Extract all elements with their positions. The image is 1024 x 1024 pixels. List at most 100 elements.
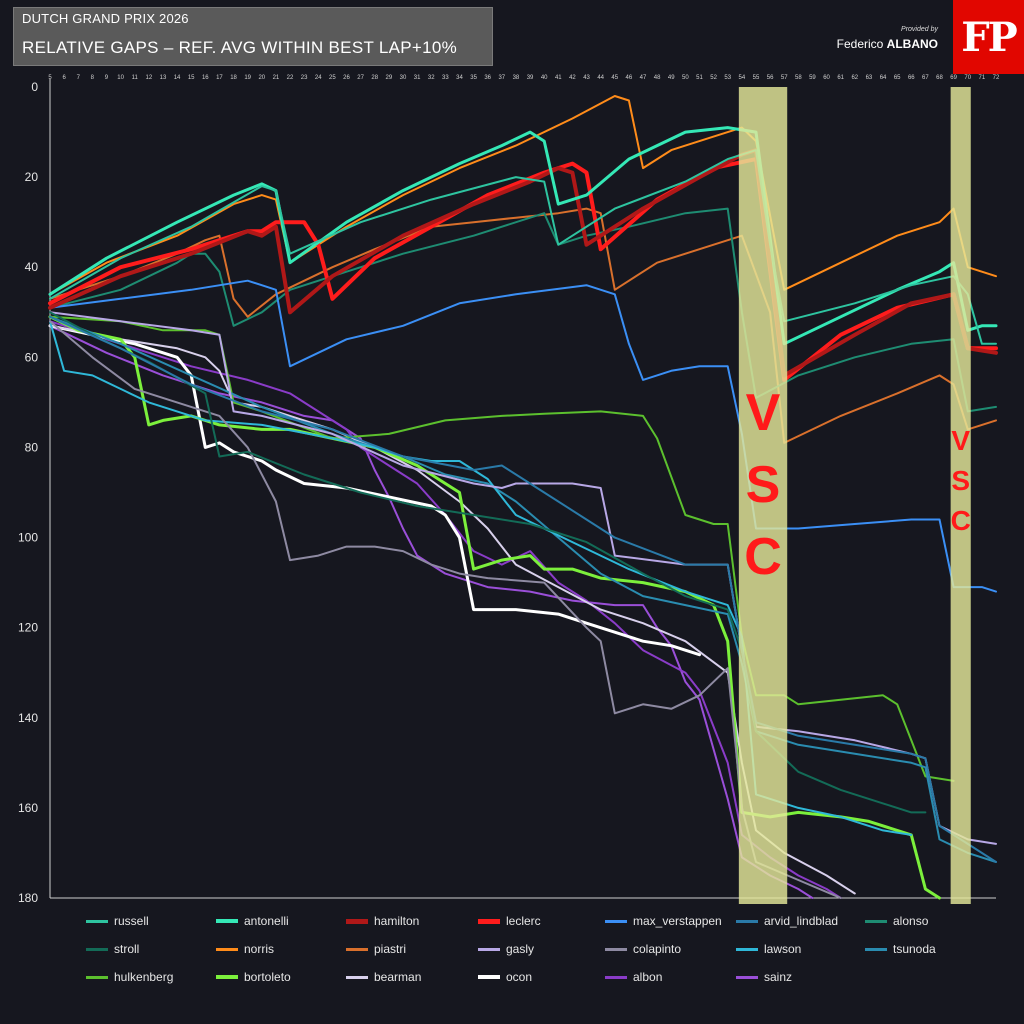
x-tick-label: 52 (710, 75, 717, 81)
x-tick-label: 68 (936, 75, 943, 81)
x-tick-label: 8 (91, 75, 95, 81)
y-tick-label: 180 (18, 891, 38, 905)
legend-swatch (736, 919, 758, 923)
y-tick-label: 40 (25, 260, 39, 274)
series-line-antonelli (48, 126, 998, 346)
x-tick-label: 61 (837, 75, 844, 81)
x-tick-label: 32 (428, 75, 435, 81)
legend-label: leclerc (506, 914, 541, 928)
vsc-label: C (951, 505, 971, 536)
y-tick-label: 80 (25, 440, 39, 454)
legend-label: colapinto (633, 942, 682, 956)
x-tick-label: 42 (569, 75, 576, 81)
legend-swatch (86, 947, 108, 951)
legend-swatch (216, 947, 238, 951)
legend-swatch (86, 919, 108, 923)
x-tick-label: 31 (414, 75, 421, 81)
legend-swatch (478, 918, 500, 924)
y-tick-label: 160 (18, 801, 38, 815)
legend-swatch (865, 919, 887, 923)
x-tick-label: 39 (527, 75, 534, 81)
legend-label: antonelli (244, 914, 289, 928)
legend-item-piastri: piastri (346, 942, 406, 956)
race-name: DUTCH GRAND PRIX 2026 (22, 11, 189, 26)
legend-item-stroll: stroll (86, 942, 139, 956)
x-tick-label: 26 (343, 75, 350, 81)
series-line-alonso (49, 207, 997, 413)
x-tick-label: 30 (400, 75, 407, 81)
legend-item-albon: albon (605, 970, 662, 984)
plot-area (50, 85, 996, 900)
x-tick-label: 59 (809, 75, 816, 81)
x-tick-label: 6 (62, 75, 66, 81)
legend-item-alonso: alonso (865, 914, 928, 928)
x-tick-label: 41 (555, 75, 562, 81)
x-tick-label: 24 (315, 75, 322, 81)
x-tick-label: 19 (244, 75, 251, 81)
x-tick-label: 69 (950, 75, 957, 81)
x-tick-label: 57 (781, 75, 788, 81)
x-tick-label: 51 (696, 75, 703, 81)
legend-label: ocon (506, 970, 533, 984)
series-line-sainz (49, 324, 814, 899)
x-tick-label: 65 (894, 75, 901, 81)
legend-swatch (605, 919, 627, 923)
legend-label: sainz (764, 970, 793, 984)
legend-item-hulkenberg: hulkenberg (86, 970, 173, 984)
vsc-band (950, 87, 971, 904)
vsc-label: V (746, 384, 781, 442)
legend-swatch (736, 975, 758, 979)
legend-swatch (478, 947, 500, 951)
legend-swatch (346, 947, 368, 951)
y-tick-label: 140 (18, 711, 38, 725)
x-tick-label: 17 (216, 75, 223, 81)
x-tick-label: 53 (724, 75, 731, 81)
x-tick-label: 5 (48, 75, 52, 81)
x-tick-label: 67 (922, 75, 929, 81)
legend-label: piastri (374, 942, 407, 956)
x-tick-label: 21 (273, 75, 280, 81)
vsc-band (738, 87, 788, 904)
legend-label: stroll (114, 942, 140, 956)
x-tick-label: 23 (301, 75, 308, 81)
y-tick-label: 100 (18, 531, 38, 545)
x-tick-label: 55 (753, 75, 760, 81)
series-line-bortoleto (48, 315, 941, 900)
y-tick-label: 60 (25, 350, 39, 364)
credit-provided: Provided by (901, 26, 938, 33)
series-line-piastri (49, 207, 997, 444)
legend-item-leclerc: leclerc (478, 914, 541, 928)
legend-item-lawson: lawson (736, 942, 801, 956)
legend-swatch (216, 975, 238, 979)
legend-swatch (605, 975, 627, 979)
x-tick-label: 29 (386, 75, 393, 81)
legend-item-ocon: ocon (478, 970, 532, 984)
legend-item-max_verstappen: max_verstappen (605, 914, 722, 928)
x-tick-label: 22 (287, 75, 294, 81)
logo-text: FP (961, 13, 1018, 61)
x-tick-label: 47 (640, 75, 647, 81)
x-tick-label: 18 (230, 75, 237, 81)
legend-item-sainz: sainz (736, 970, 792, 984)
vsc-label: S (951, 465, 970, 496)
x-tick-label: 33 (442, 75, 449, 81)
legend-label: hamilton (374, 914, 420, 928)
x-tick-label: 40 (541, 75, 548, 81)
legend-item-colapinto: colapinto (605, 942, 681, 956)
legend-swatch (86, 975, 108, 979)
x-tick-label: 9 (105, 75, 109, 81)
x-tick-label: 64 (880, 75, 887, 81)
legend-label: albon (633, 970, 663, 984)
legend-item-arvid_lindblad: arvid_lindblad (736, 914, 838, 928)
x-tick-label: 56 (767, 75, 774, 81)
x-tick-label: 66 (908, 75, 915, 81)
vsc-label: S (746, 456, 781, 514)
legend-label: hulkenberg (114, 970, 174, 984)
legend-label: alonso (893, 914, 929, 928)
legend-label: arvid_lindblad (764, 914, 839, 928)
legend-item-antonelli: antonelli (216, 914, 289, 928)
legend-label: bearman (374, 970, 422, 984)
x-tick-label: 20 (258, 75, 265, 81)
series-line-leclerc (48, 157, 998, 382)
legend-label: max_verstappen (633, 914, 722, 928)
